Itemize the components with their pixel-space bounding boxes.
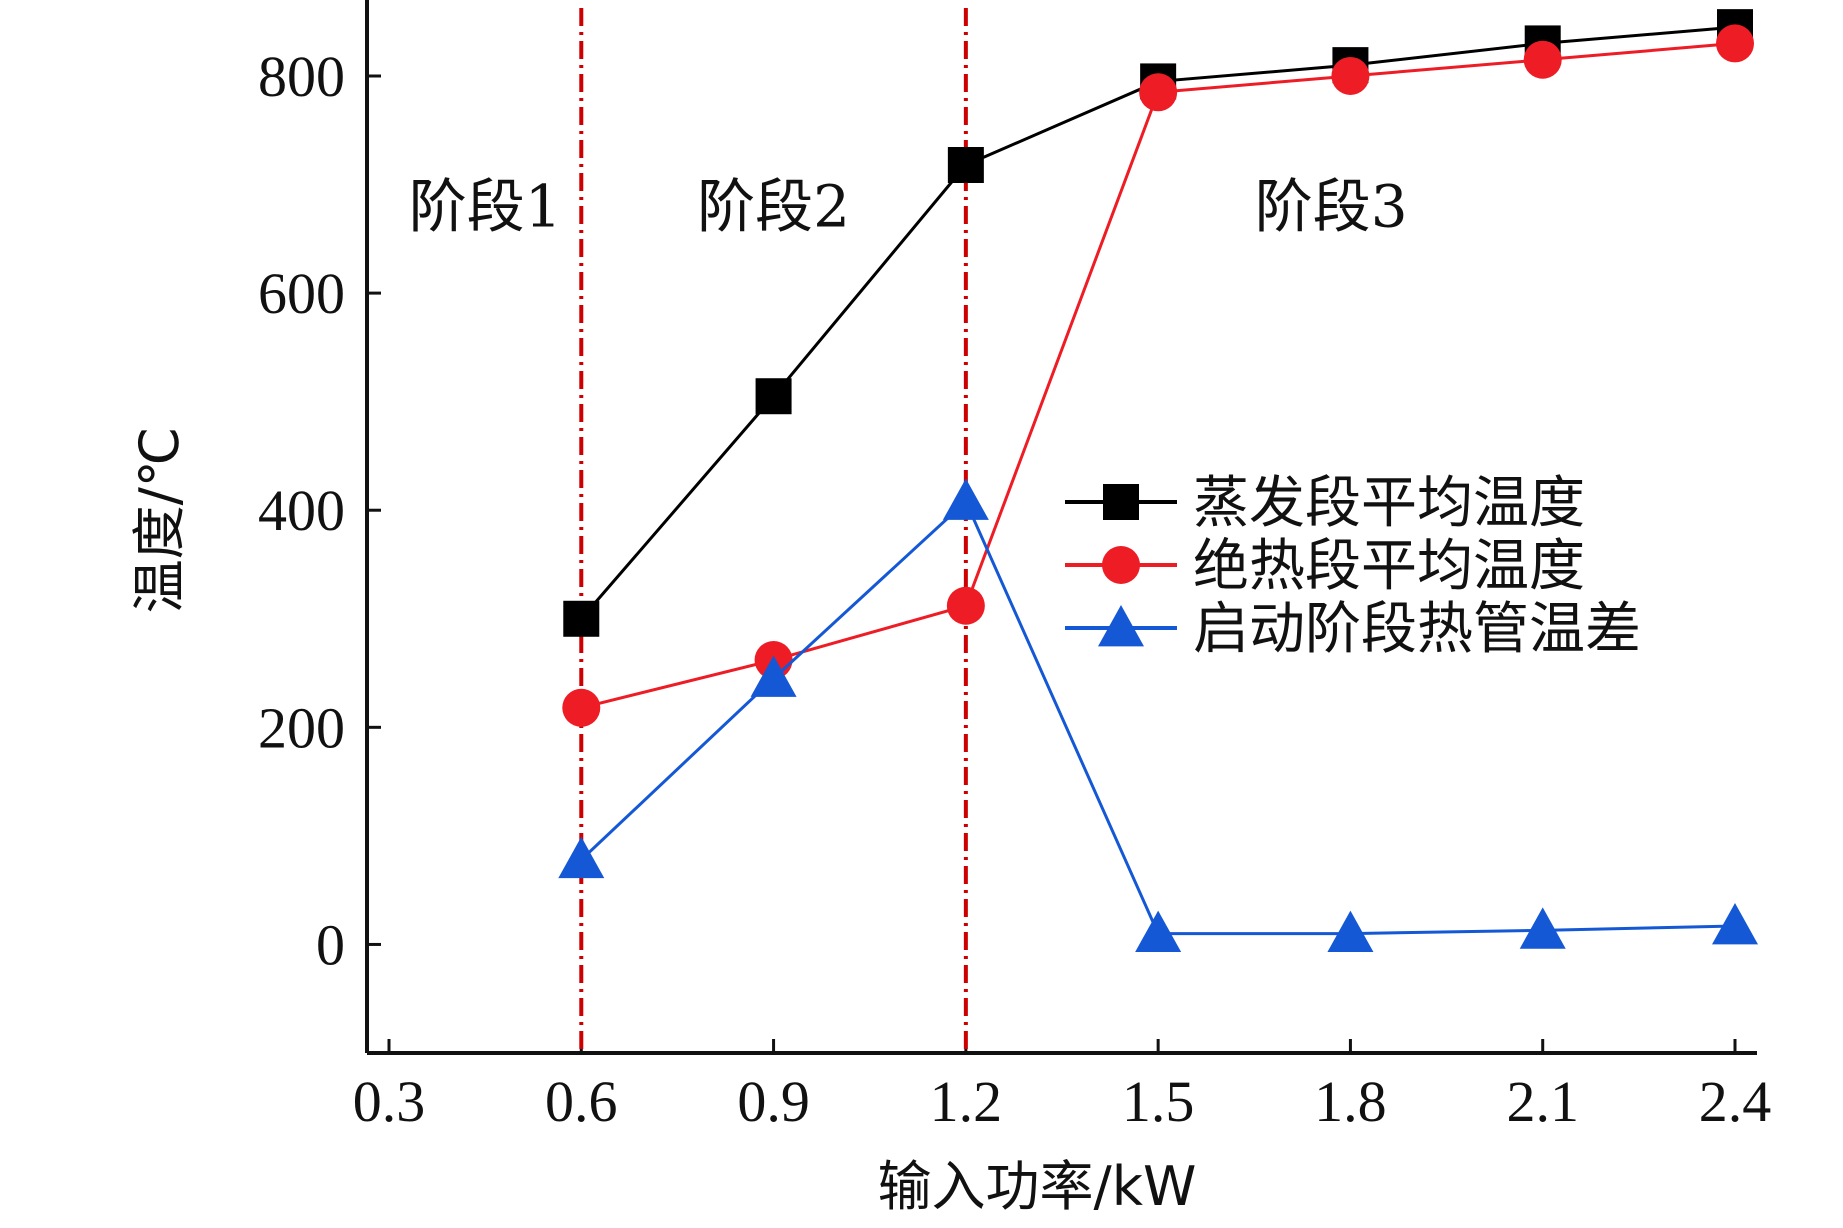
x-tick-label: 2.1	[1506, 1069, 1579, 1134]
y-tick-label: 200	[258, 695, 345, 760]
data-point	[1327, 910, 1374, 952]
data-point	[750, 655, 797, 697]
x-tick-label: 0.9	[737, 1069, 810, 1134]
x-axis-title: 输入功率/kW	[878, 1155, 1197, 1218]
legend-marker	[1098, 605, 1144, 647]
legend-label: 启动阶段热管温差	[1193, 597, 1641, 662]
legend-label: 蒸发段平均温度	[1193, 471, 1585, 536]
legend-label: 绝热段平均温度	[1193, 534, 1585, 599]
data-point	[558, 836, 605, 879]
data-point	[1331, 56, 1370, 95]
legend-marker	[1103, 484, 1139, 520]
x-tick-label: 0.3	[353, 1069, 426, 1134]
data-point	[562, 688, 601, 727]
x-tick-label: 1.8	[1314, 1069, 1387, 1134]
legend-marker	[1102, 546, 1140, 584]
data-point	[755, 378, 792, 415]
y-tick-label: 0	[316, 912, 345, 977]
x-tick-label: 2.4	[1699, 1069, 1772, 1134]
y-axis-title: 温度/℃	[128, 427, 191, 614]
stage-label: 阶段1	[409, 172, 562, 240]
data-point	[1139, 73, 1178, 112]
data-point	[1135, 910, 1182, 952]
data-point	[947, 147, 984, 184]
y-tick-label: 800	[258, 44, 345, 109]
data-point	[942, 478, 989, 520]
x-tick-label: 1.5	[1122, 1069, 1195, 1134]
data-point	[946, 586, 985, 625]
y-tick-label: 400	[258, 478, 345, 543]
data-point	[1523, 40, 1562, 79]
stage-label: 阶段2	[697, 172, 850, 240]
data-point	[1519, 907, 1566, 949]
y-tick-label: 600	[258, 261, 345, 326]
data-point	[1712, 902, 1758, 945]
x-tick-label: 0.6	[545, 1069, 618, 1134]
data-point	[563, 600, 600, 637]
x-tick-label: 1.2	[930, 1069, 1003, 1134]
data-point	[1716, 24, 1754, 63]
stage-label: 阶段3	[1255, 172, 1408, 240]
plot-area: 0.3 0.6 0.9 1.2 1.5 1.8 2.1 2.4 0 200 400 600 800 阶段1…	[258, 0, 1771, 1134]
